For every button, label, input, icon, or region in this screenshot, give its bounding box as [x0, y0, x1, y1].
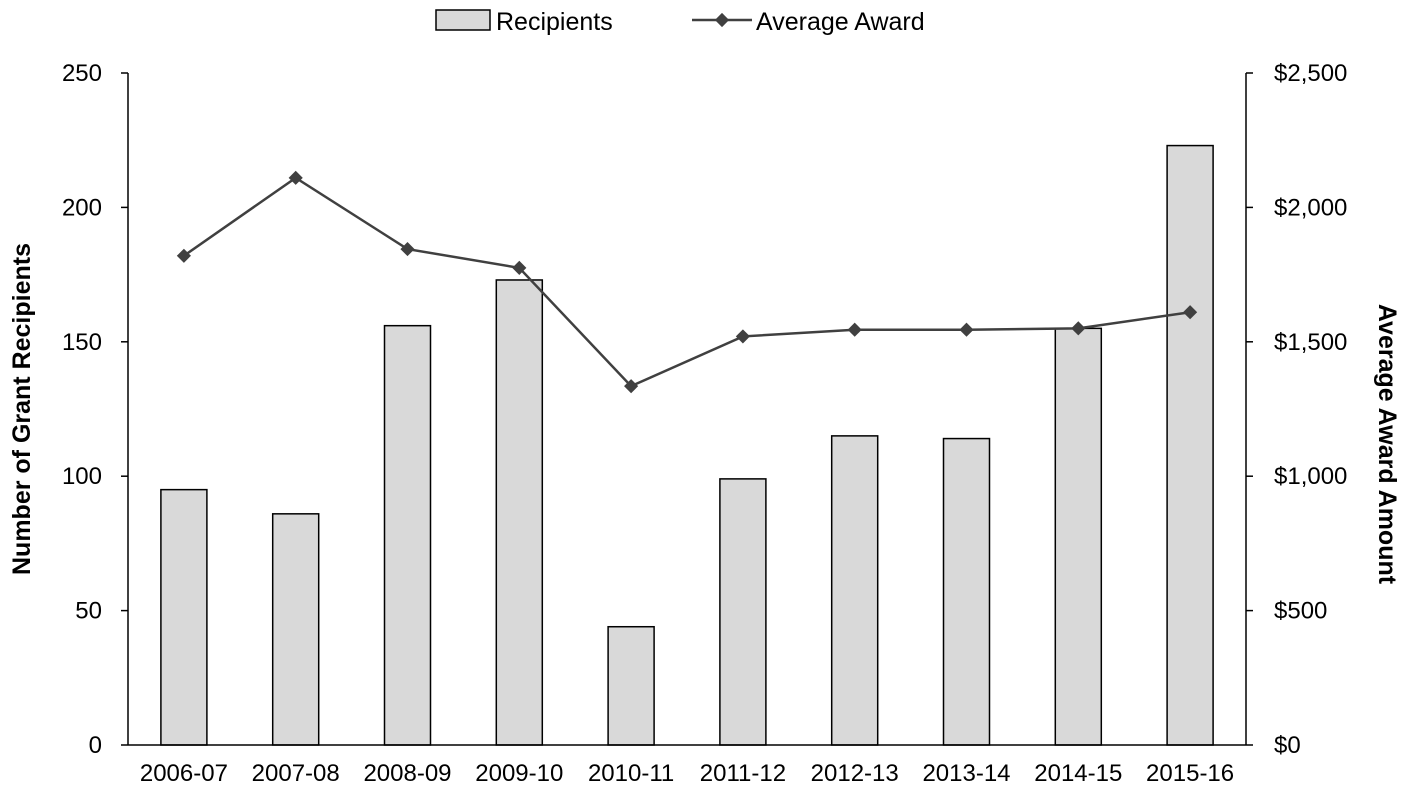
- y-left-tick-label: 100: [62, 463, 102, 490]
- point-average-award-2010-11: [624, 379, 639, 394]
- legend: Recipients Average Award: [435, 8, 925, 36]
- point-average-award-2009-10: [512, 260, 527, 275]
- legend-marker-average-award: [714, 12, 730, 28]
- x-tick-label: 2011-12: [700, 760, 786, 787]
- bar-recipients-2010-11: [607, 625, 655, 746]
- y-left-tick-label: 50: [75, 598, 102, 625]
- point-average-award-2006-07: [176, 248, 191, 263]
- x-tick-label: 2010-11: [588, 760, 674, 787]
- y-left-tick-label: 250: [62, 60, 102, 87]
- point-average-award-2008-09: [400, 241, 415, 257]
- bar-recipients-2013-14: [942, 437, 991, 746]
- x-tick-label: 2013-14: [922, 760, 1010, 787]
- bar-recipients-2015-16: [1166, 144, 1214, 746]
- x-tick-label: 2008-09: [363, 760, 451, 787]
- legend-label-recipients: Recipients: [496, 8, 613, 36]
- x-tick-label: 2014-15: [1034, 760, 1122, 787]
- legend-swatch-recipients: [435, 9, 491, 31]
- line-average-award: [183, 176, 1191, 388]
- point-average-award-2007-08: [288, 170, 303, 185]
- y-axis-right-title: Average Award Amount: [1373, 304, 1401, 585]
- y-right-tick-label: $1,000: [1274, 463, 1347, 490]
- x-tick-label: 2015-16: [1146, 760, 1234, 787]
- point-average-award-2014-15: [1071, 321, 1086, 336]
- plot-area: 0 50 100 150 200 250 $0 $500 $1,000 $1,500 $2,000 $…: [62, 60, 1347, 787]
- bar-recipients-2008-09: [383, 324, 432, 746]
- y-right-tick-label: $2,000: [1274, 194, 1347, 221]
- bar-recipients-2012-13: [830, 435, 879, 746]
- y-right-tick-label: $0: [1274, 732, 1301, 759]
- y-right-tick-label: $1,500: [1274, 329, 1347, 356]
- bar-recipients-2011-12: [719, 478, 767, 746]
- y-right-tick-label: $500: [1274, 598, 1327, 625]
- bar-recipients-2006-07: [160, 488, 208, 746]
- bar-recipients-2009-10: [495, 279, 544, 746]
- point-average-award-2011-12: [735, 329, 750, 344]
- x-tick-label: 2007-08: [252, 760, 340, 787]
- y-left-tick-label: 150: [62, 329, 102, 356]
- point-average-award-2012-13: [847, 322, 862, 337]
- y-axis-left-title: Number of Grant Recipients: [8, 243, 36, 575]
- bar-recipients-2007-08: [271, 513, 320, 746]
- point-average-award-2015-16: [1183, 305, 1198, 320]
- y-left-tick-label: 0: [89, 732, 102, 759]
- x-tick-label: 2012-13: [811, 760, 899, 787]
- x-tick-label: 2006-07: [140, 760, 228, 787]
- y-right-tick-label: $2,500: [1274, 60, 1347, 87]
- legend-label-average-award: Average Award: [756, 8, 925, 36]
- point-average-award-2013-14: [959, 322, 974, 337]
- bar-recipients-2014-15: [1054, 327, 1103, 746]
- y-left-tick-label: 200: [62, 194, 102, 221]
- x-tick-label: 2009-10: [475, 760, 563, 787]
